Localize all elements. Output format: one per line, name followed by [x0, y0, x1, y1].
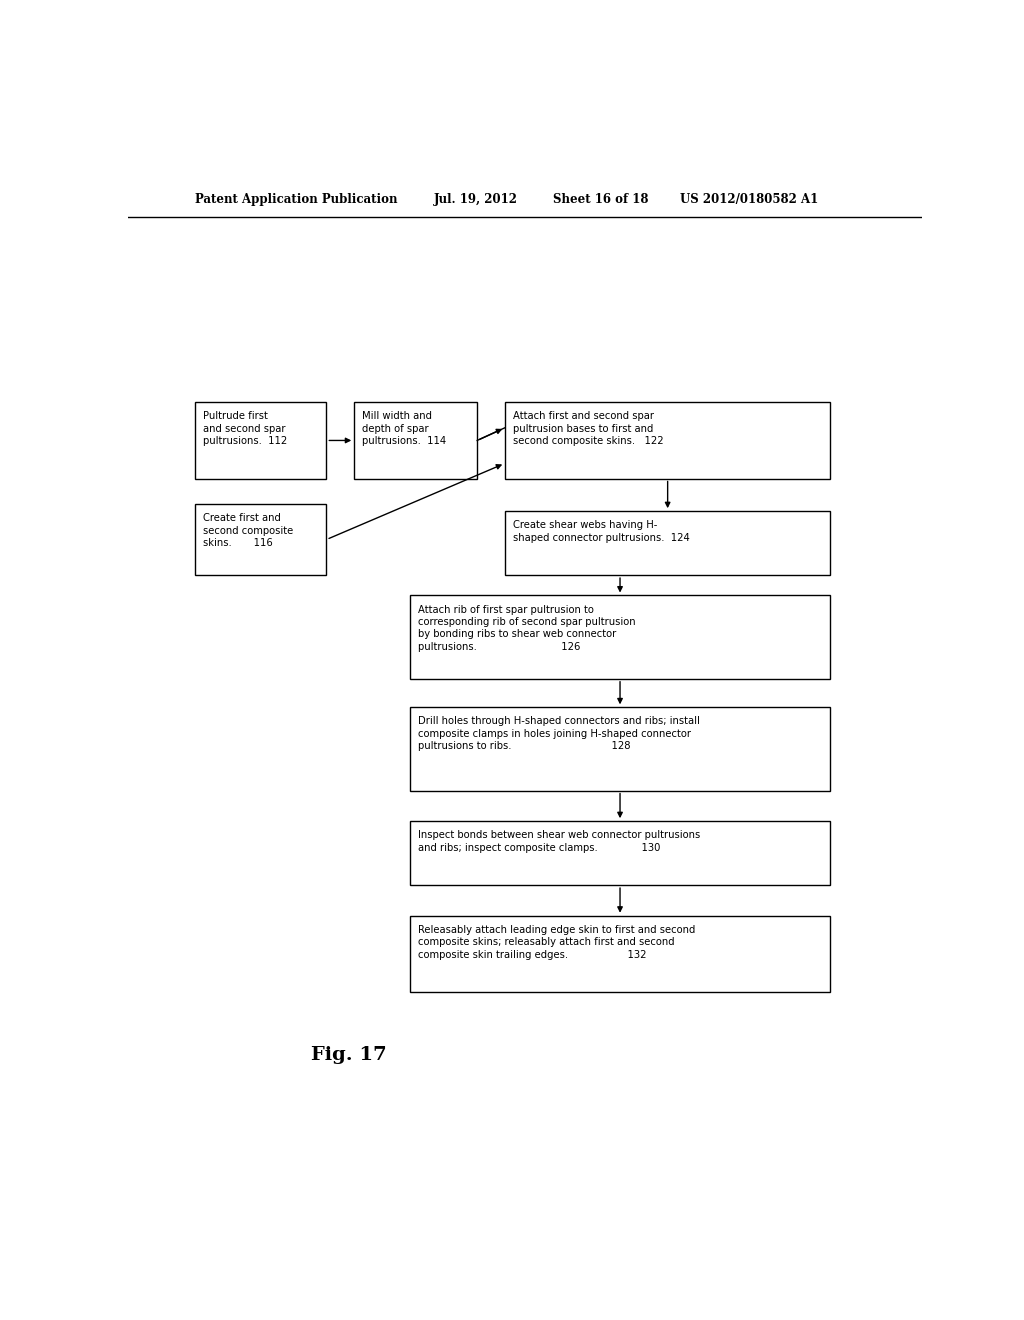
Text: Attach first and second spar
pultrusion bases to first and
second composite skin: Attach first and second spar pultrusion …: [513, 412, 664, 446]
Bar: [410, 821, 830, 886]
Bar: [505, 403, 830, 479]
Bar: [196, 504, 327, 576]
Text: Drill holes through H-shaped connectors and ribs; install
composite clamps in ho: Drill holes through H-shaped connectors …: [418, 717, 699, 751]
Text: Jul. 19, 2012: Jul. 19, 2012: [433, 193, 517, 206]
Text: Releasably attach leading edge skin to first and second
composite skins; releasa: Releasably attach leading edge skin to f…: [418, 925, 695, 960]
Text: Patent Application Publication: Patent Application Publication: [196, 193, 398, 206]
Bar: [354, 403, 477, 479]
Bar: [410, 708, 830, 791]
Bar: [410, 595, 830, 678]
Text: Inspect bonds between shear web connector pultrusions
and ribs; inspect composit: Inspect bonds between shear web connecto…: [418, 830, 700, 853]
Text: Mill width and
depth of spar
pultrusions.  114: Mill width and depth of spar pultrusions…: [362, 412, 446, 446]
Text: Pultrude first
and second spar
pultrusions.  112: Pultrude first and second spar pultrusio…: [204, 412, 288, 446]
Bar: [196, 403, 327, 479]
Bar: [410, 916, 830, 991]
Text: Attach rib of first spar pultrusion to
corresponding rib of second spar pultrusi: Attach rib of first spar pultrusion to c…: [418, 605, 635, 652]
Text: US 2012/0180582 A1: US 2012/0180582 A1: [680, 193, 818, 206]
Text: Create first and
second composite
skins.       116: Create first and second composite skins.…: [204, 513, 294, 548]
Text: Fig. 17: Fig. 17: [310, 1045, 386, 1064]
Text: Sheet 16 of 18: Sheet 16 of 18: [553, 193, 648, 206]
Text: Create shear webs having H-
shaped connector pultrusions.  124: Create shear webs having H- shaped conne…: [513, 520, 689, 543]
Bar: [505, 511, 830, 576]
